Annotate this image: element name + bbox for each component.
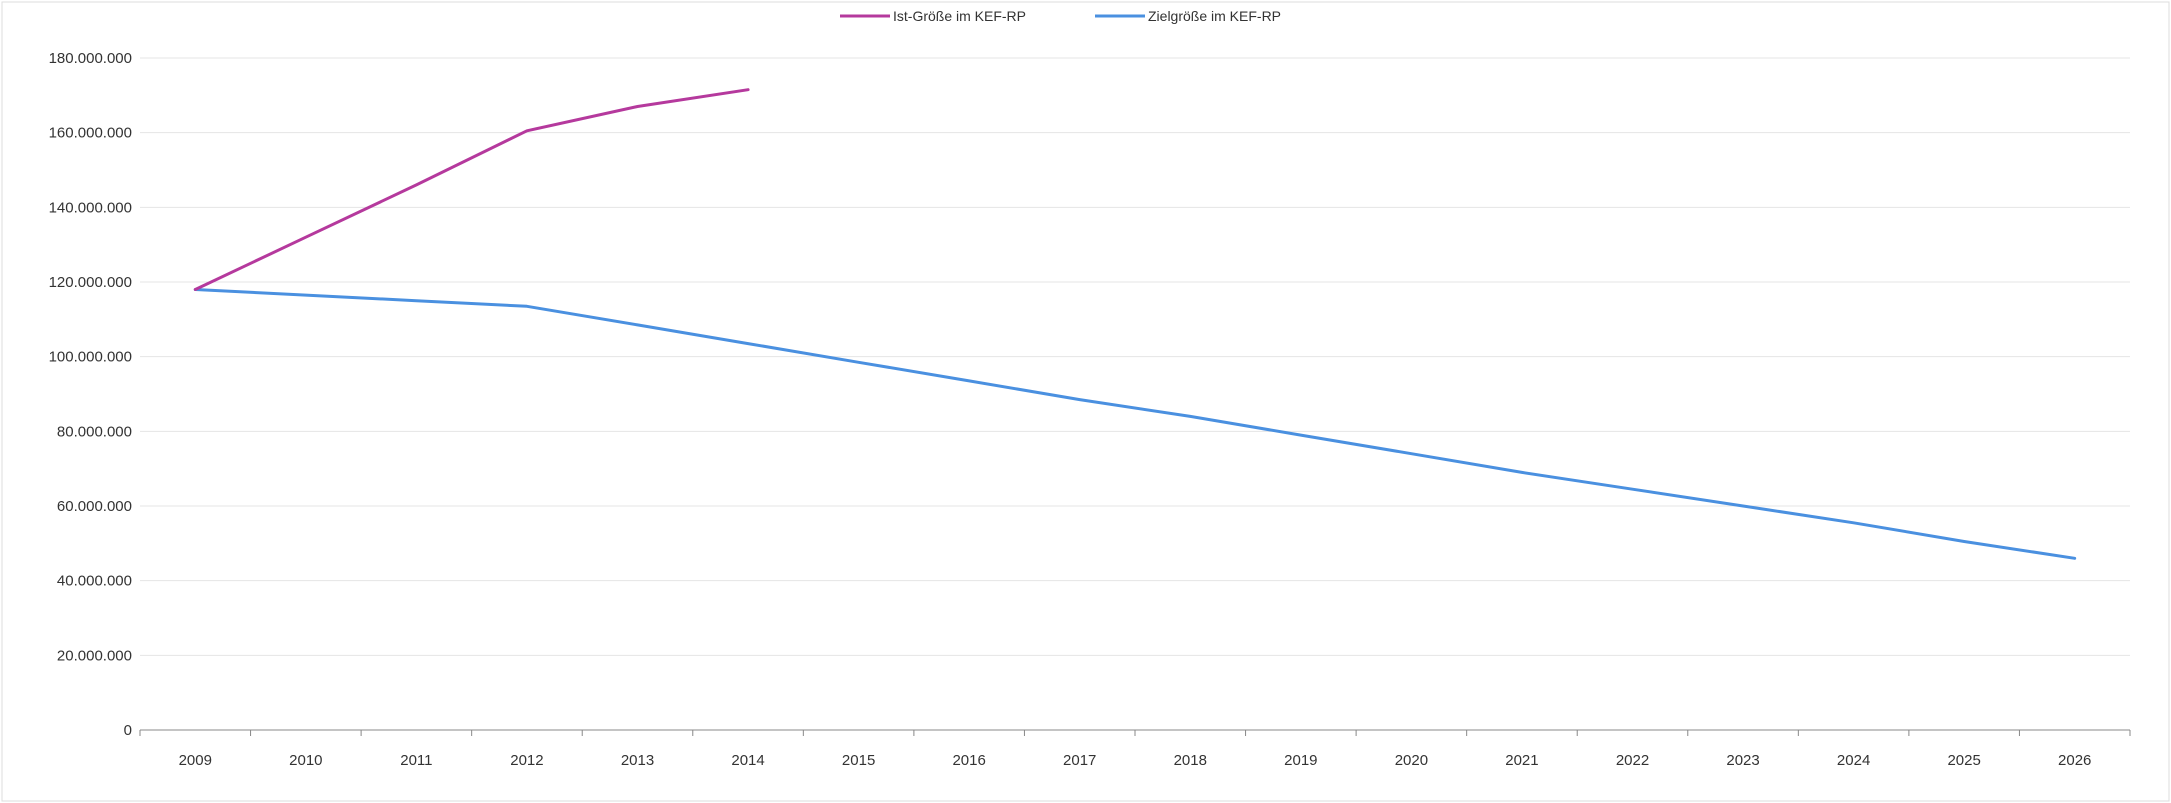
x-tick-label: 2015 bbox=[842, 752, 875, 769]
x-tick-label: 2017 bbox=[1063, 752, 1096, 769]
legend: Ist-Größe im KEF-RP Zielgröße im KEF-RP bbox=[840, 8, 1281, 24]
series-line-ziel bbox=[193, 288, 2077, 560]
x-tick-label: 2011 bbox=[400, 752, 432, 769]
y-tick-label: 140.000.000 bbox=[49, 199, 132, 216]
legend-label-ziel: Zielgröße im KEF-RP bbox=[1148, 8, 1281, 24]
legend-label-ist: Ist-Größe im KEF-RP bbox=[893, 8, 1026, 24]
x-tick-label: 2026 bbox=[2058, 752, 2091, 769]
x-tick-label: 2024 bbox=[1837, 752, 1870, 769]
x-axis-tick-labels: 2009 2010 2011 2012 2013 2014 2015 2016 2017 2018… bbox=[179, 752, 2092, 769]
x-tick-label: 2019 bbox=[1284, 752, 1317, 769]
y-tick-label: 0 bbox=[124, 722, 132, 739]
y-axis-tick-labels: 0 20.000.000 40.000.000 60.000.000 80.000.00… bbox=[49, 50, 132, 739]
y-tick-label: 100.000.000 bbox=[49, 349, 132, 366]
series-line-ist bbox=[193, 88, 750, 291]
y-tick-label: 180.000.000 bbox=[49, 50, 132, 67]
x-tick-label: 2021 bbox=[1505, 752, 1538, 769]
series-lines bbox=[193, 88, 2077, 560]
y-tick-label: 80.000.000 bbox=[57, 423, 132, 440]
gridlines bbox=[140, 57, 2130, 656]
y-tick-label: 40.000.000 bbox=[57, 573, 132, 590]
y-tick-label: 160.000.000 bbox=[49, 125, 132, 142]
x-axis bbox=[139, 729, 2131, 736]
legend-item-ist: Ist-Größe im KEF-RP bbox=[840, 8, 1026, 24]
y-tick-label: 120.000.000 bbox=[49, 274, 132, 291]
x-tick-label: 2013 bbox=[621, 752, 654, 769]
x-tick-label: 2023 bbox=[1726, 752, 1759, 769]
x-tick-label: 2012 bbox=[510, 752, 543, 769]
y-tick-label: 60.000.000 bbox=[57, 498, 132, 515]
x-tick-label: 2018 bbox=[1174, 752, 1207, 769]
x-tick-label: 2010 bbox=[289, 752, 322, 769]
x-tick-label: 2025 bbox=[1947, 752, 1980, 769]
x-tick-label: 2016 bbox=[952, 752, 985, 769]
legend-item-ziel: Zielgröße im KEF-RP bbox=[1095, 8, 1281, 24]
y-tick-label: 20.000.000 bbox=[57, 647, 132, 664]
x-tick-label: 2022 bbox=[1616, 752, 1649, 769]
x-tick-label: 2020 bbox=[1395, 752, 1428, 769]
x-tick-label: 2014 bbox=[731, 752, 764, 769]
x-tick-label: 2009 bbox=[179, 752, 212, 769]
